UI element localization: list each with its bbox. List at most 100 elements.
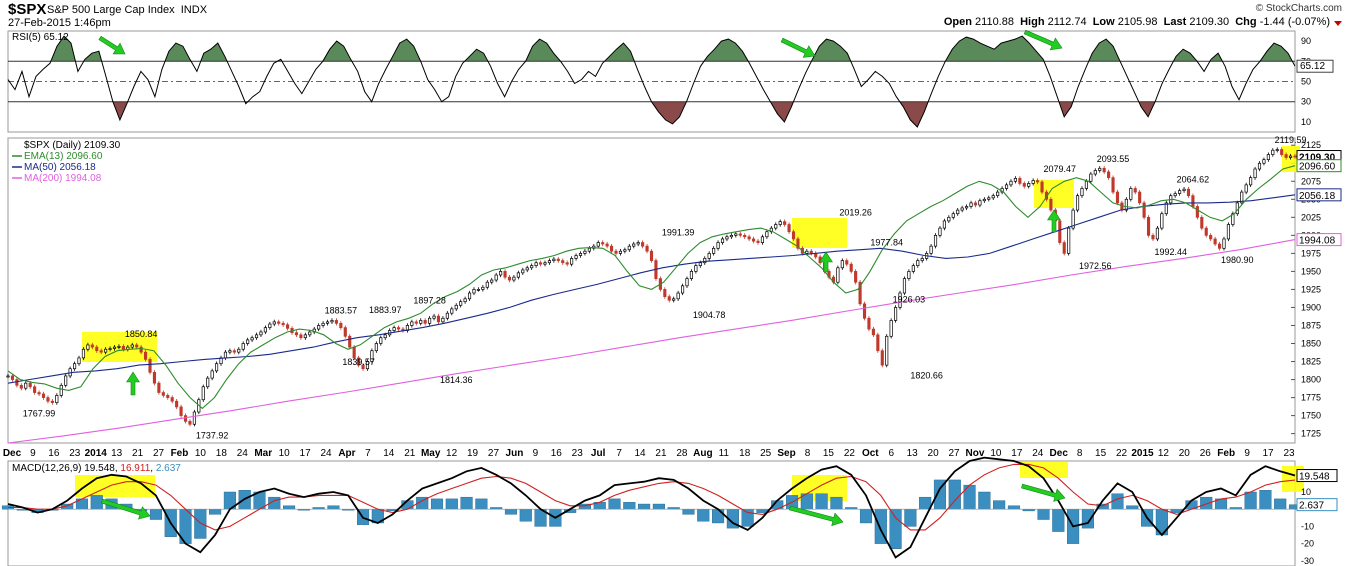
x-axis-label: 19: [467, 448, 479, 459]
candle-body: [339, 322, 343, 328]
peak-label: 1883.97: [369, 305, 402, 315]
candle-body: [707, 253, 711, 259]
x-axis-label: 27: [153, 448, 165, 459]
candle-body: [547, 260, 551, 264]
peak-label: 1991.39: [662, 228, 695, 238]
candle-body: [876, 334, 880, 352]
candle-body: [1253, 168, 1257, 179]
candle-body: [1249, 177, 1253, 186]
candle-body: [858, 281, 862, 305]
candle-body: [809, 250, 813, 254]
green-arrow-icon: [101, 498, 151, 520]
price-tick-1900: 1900: [1301, 302, 1321, 312]
candle-body: [188, 421, 192, 425]
macd-histogram-bar: [919, 496, 932, 510]
candle-body: [1036, 180, 1040, 183]
candle-body: [459, 301, 463, 306]
last-value: 2109.30: [1189, 16, 1230, 28]
x-axis-label: Feb: [171, 448, 189, 459]
x-axis-label: 24: [237, 448, 249, 459]
candle-body: [343, 327, 347, 337]
macd-histogram-bar: [1037, 508, 1050, 520]
candle-body: [1013, 178, 1017, 182]
candle-body: [10, 375, 15, 380]
candle-body: [148, 359, 152, 373]
macd-histogram-bar: [445, 498, 458, 510]
candle-body: [614, 250, 618, 254]
price-axis-box: [1296, 159, 1342, 173]
candle-body: [703, 258, 707, 264]
x-axis-label: 23: [572, 448, 584, 459]
macd-tick--20: -20: [1301, 539, 1314, 549]
ohlc-summary: Open 2110.88 High 2112.74 Low 2105.98 La…: [944, 16, 1330, 28]
candle-body: [286, 324, 290, 329]
ema13-line: [7, 165, 1296, 410]
candle-body: [73, 363, 77, 370]
price-tick-1800: 1800: [1301, 375, 1321, 385]
candle-body: [1288, 155, 1293, 158]
candle-body: [951, 213, 955, 218]
x-axis-label: 12: [1158, 448, 1170, 459]
open-label: Open: [943, 16, 972, 28]
candle-body: [228, 350, 232, 353]
candle-body: [871, 328, 875, 336]
candle-body: [1120, 202, 1124, 211]
candle-body: [1195, 206, 1199, 218]
candle-body: [201, 386, 205, 401]
candle-body: [618, 250, 623, 254]
candle-body: [1124, 198, 1128, 211]
candle-body: [95, 346, 99, 352]
green-arrow-icon: [126, 371, 140, 396]
candle-body: [1226, 224, 1230, 240]
candle-body: [516, 272, 520, 278]
candle-body: [960, 207, 964, 211]
candle-body: [152, 371, 157, 384]
x-axis-label: Sep: [777, 448, 795, 459]
macd-histogram-bar: [519, 508, 532, 522]
macd-histogram-bar: [504, 508, 518, 515]
candle-body: [867, 317, 871, 330]
candle-body: [672, 298, 676, 301]
index-title: S&P 500 Large Cap Index: [47, 4, 175, 16]
candle-body: [1173, 193, 1177, 197]
candle-body: [1022, 183, 1026, 187]
high-value: 2112.74: [1047, 16, 1087, 28]
rsi-value-label: 65.12: [1300, 61, 1325, 72]
candle-body: [667, 296, 671, 301]
candle-body: [969, 202, 973, 207]
macd-line: [7, 456, 1296, 559]
x-axis-label: 26: [1200, 448, 1212, 459]
candle-body: [632, 243, 636, 247]
candle-body: [1266, 154, 1270, 160]
peak-label: 1820.66: [910, 371, 943, 381]
macd-histogram-bar: [741, 508, 754, 527]
candle-body: [916, 260, 920, 266]
candle-body: [450, 308, 454, 314]
candle-body: [1271, 149, 1275, 155]
candle-body: [587, 247, 591, 252]
candle-body: [64, 375, 68, 386]
x-axis-label: 7: [365, 448, 371, 459]
macd-histogram-bar: [149, 508, 162, 520]
candle-body: [321, 322, 325, 326]
candle-body: [277, 321, 281, 324]
candle-body: [170, 397, 174, 402]
peak-label: 1897.28: [413, 295, 446, 305]
legend-ma200: MA(200) 1994.08: [24, 173, 102, 184]
macd-histogram-bar: [623, 502, 636, 510]
candle-body: [1089, 173, 1093, 182]
candle-body: [503, 271, 507, 278]
candle-body: [543, 262, 547, 265]
candle-body: [1284, 154, 1288, 158]
macd-histogram-bar: [1244, 491, 1257, 510]
x-axis-label: Dec: [3, 448, 22, 459]
price-tick-1975: 1975: [1301, 248, 1321, 258]
candle-body: [55, 395, 59, 403]
x-axis-label: 22: [844, 448, 856, 459]
hist-value-box: [1296, 498, 1338, 512]
candle-body: [756, 240, 760, 243]
candle-body: [117, 346, 121, 348]
candle-body: [574, 255, 578, 259]
macd-histogram-bar: [904, 508, 917, 527]
candle-body: [880, 350, 884, 366]
